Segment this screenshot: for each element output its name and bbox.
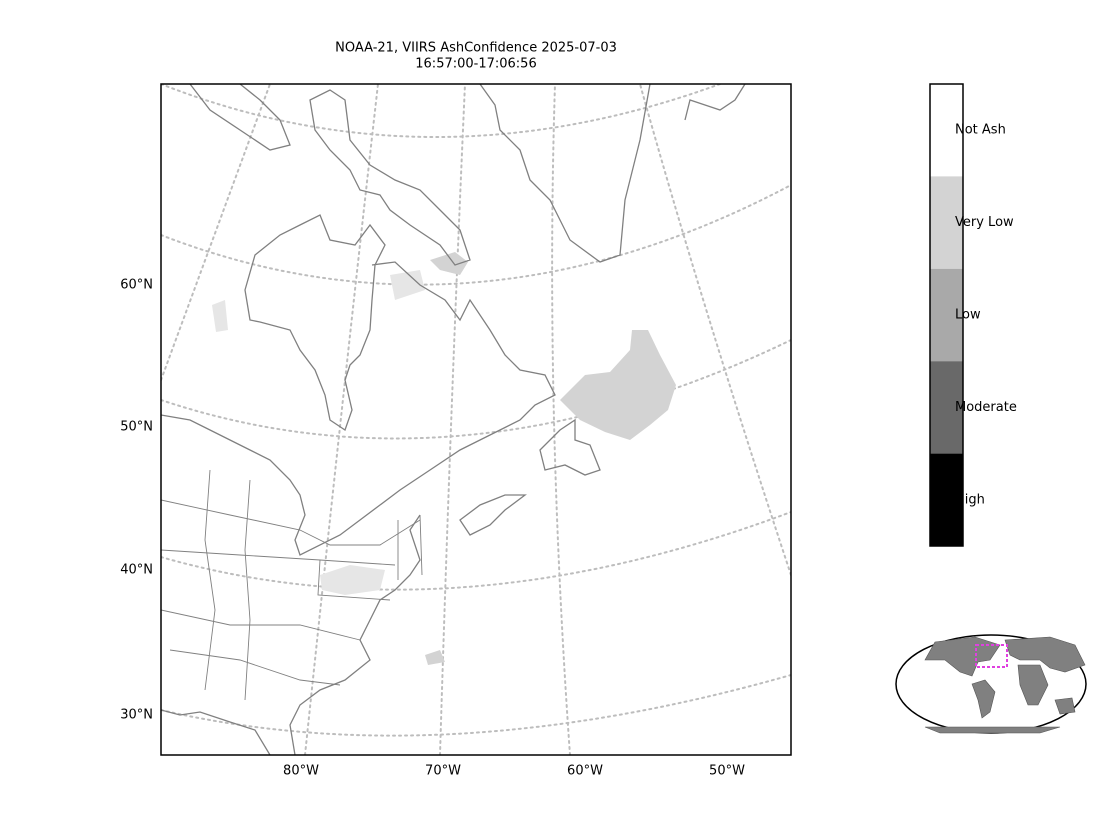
colorbar-frame xyxy=(929,83,964,547)
colorbar-label: Very Low xyxy=(955,215,1014,230)
axis-labels: 60°N 50°N 40°N 30°N 80°W 70°W 60°W 50°W xyxy=(120,278,745,779)
lat-label: 40°N xyxy=(120,563,153,578)
coastlines xyxy=(161,84,746,755)
lat-label: 50°N xyxy=(120,420,153,435)
colorbar-segment xyxy=(930,84,963,177)
ash-patches xyxy=(212,252,676,665)
colorbar-segment xyxy=(930,268,963,362)
map-body xyxy=(161,84,791,755)
colorbar-segment xyxy=(930,453,963,546)
colorbar: Not Ash Very Low Low Moderate High xyxy=(929,83,1017,547)
colorbar-label: High xyxy=(955,492,985,507)
colorbar-segment xyxy=(930,361,963,454)
inset-globe xyxy=(895,634,1087,734)
colorbar-label: Not Ash xyxy=(955,123,1006,138)
lon-label: 80°W xyxy=(283,764,319,779)
colorbar-segment xyxy=(930,176,963,269)
lon-label: 70°W xyxy=(425,764,461,779)
title-line: NOAA-21, VIIRS AshConfidence 2025-07-03 xyxy=(335,41,617,56)
colorbar-label: Moderate xyxy=(955,400,1017,415)
map-frame xyxy=(160,83,792,756)
title-line: 16:57:00-17:06:56 xyxy=(415,57,536,72)
colorbar-label: Low xyxy=(955,308,981,323)
lat-label: 60°N xyxy=(120,278,153,293)
graticule xyxy=(161,84,791,755)
lon-label: 50°W xyxy=(709,764,745,779)
lon-label: 60°W xyxy=(567,764,603,779)
lat-label: 30°N xyxy=(120,708,153,723)
state-borders xyxy=(161,469,423,701)
